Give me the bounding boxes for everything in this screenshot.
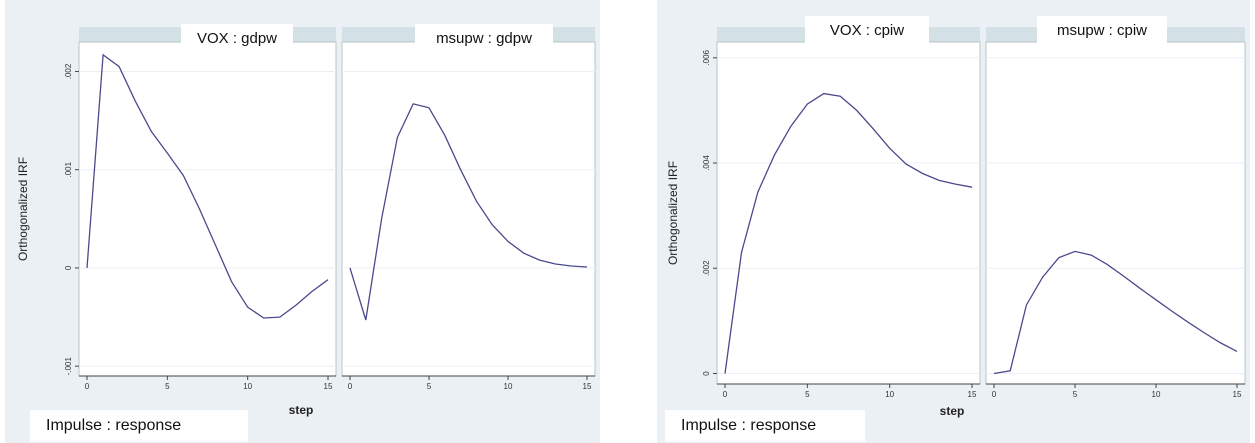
plot-area [716, 41, 981, 385]
x-tick-label: 10 [243, 382, 252, 391]
x-tick-label: 5 [427, 382, 432, 391]
x-tick-label: 10 [1152, 390, 1161, 399]
x-tick-label: 10 [504, 382, 513, 391]
y-axis-label: Orthogonalized IRF [16, 157, 30, 261]
x-tick-label: 15 [583, 382, 592, 391]
y-tick-label: .002 [64, 63, 73, 79]
impulse-response-label: Impulse : response [30, 410, 248, 442]
irf-chart-right: 0 .002 .004 .006 0 5 10 15 0 5 10 15 Orthogonalized … [666, 27, 1246, 418]
irf-figure-right: 0 .002 .004 .006 0 5 10 15 0 5 10 15 Orthogonalized … [657, 0, 1250, 443]
x-tick-label: 0 [723, 390, 728, 399]
irf-line [724, 92, 973, 374]
x-tick-label: 5 [1073, 390, 1078, 399]
x-tick-label: 0 [85, 382, 90, 391]
irf-line [349, 103, 588, 321]
x-tick-label: 0 [992, 390, 997, 399]
y-tick-label: .002 [702, 260, 711, 276]
panel-title-vox-cpiw: VOX : cpiw [805, 16, 929, 46]
panel-title-msupw-cpiw: msupw : cpiw [1037, 16, 1167, 46]
y-tick-label: 0 [702, 371, 711, 376]
plot-area [985, 41, 1246, 385]
panel-title-vox-gdpw: VOX : gdpw [181, 24, 293, 54]
plot-area [341, 41, 596, 377]
x-tick-label: 15 [324, 382, 333, 391]
y-tick-label: .006 [702, 49, 711, 65]
irf-line [86, 53, 329, 319]
y-tick-label: -.001 [64, 357, 73, 376]
irf-figure-left: -.001 0 .001 .002 0 5 10 15 0 5 10 15 Orthogonalized… [5, 0, 600, 443]
x-tick-label: 5 [805, 390, 810, 399]
y-tick-label: .001 [64, 161, 73, 177]
y-tick-label: .004 [702, 155, 711, 171]
x-axis-label: step [289, 403, 314, 417]
x-axis-label: step [940, 404, 965, 418]
x-tick-label: 0 [348, 382, 353, 391]
x-tick-label: 10 [885, 390, 894, 399]
x-tick-label: 5 [165, 382, 170, 391]
impulse-response-label: Impulse : response [665, 410, 865, 442]
irf-line [993, 250, 1238, 375]
x-tick-label: 15 [968, 390, 977, 399]
y-axis-label: Orthogonalized IRF [666, 161, 680, 265]
irf-chart-left: -.001 0 .001 .002 0 5 10 15 0 5 10 15 Orthogonalized… [16, 27, 596, 417]
panel-title-msupw-gdpw: msupw : gdpw [415, 24, 553, 54]
y-tick-label: 0 [64, 265, 73, 270]
x-tick-label: 15 [1233, 390, 1242, 399]
plot-area [78, 41, 337, 377]
